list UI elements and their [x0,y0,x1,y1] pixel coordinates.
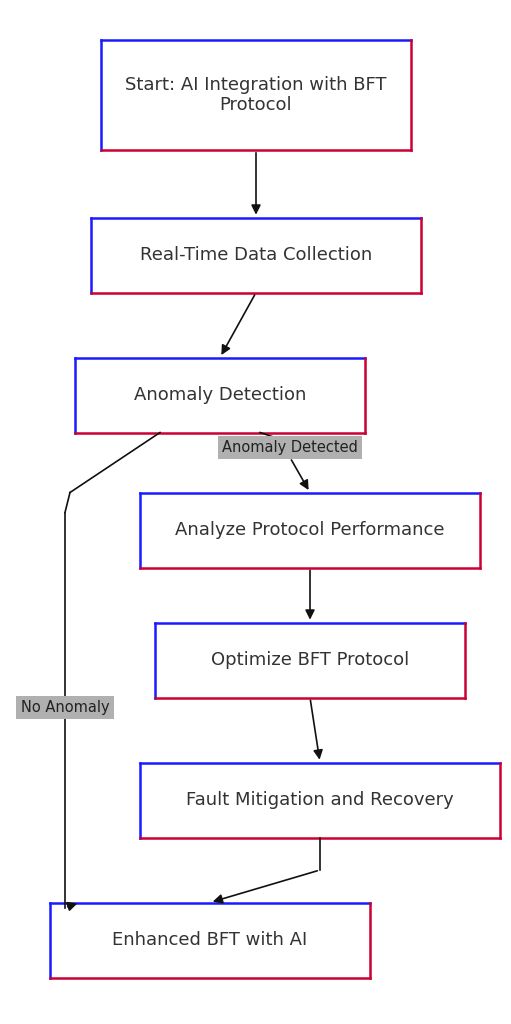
Text: Enhanced BFT with AI: Enhanced BFT with AI [112,931,308,949]
Bar [140,763,500,838]
Text: Analyze Protocol Performance: Analyze Protocol Performance [175,521,445,539]
Bar [91,217,421,293]
Text: Anomaly Detected: Anomaly Detected [222,440,358,455]
Text: Anomaly Detection: Anomaly Detection [134,386,306,404]
Text: Start: AI Integration with BFT
Protocol: Start: AI Integration with BFT Protocol [125,76,387,115]
Text: Fault Mitigation and Recovery: Fault Mitigation and Recovery [186,791,454,809]
Bar [155,623,465,697]
Text: Real-Time Data Collection: Real-Time Data Collection [140,246,372,264]
Bar [50,902,370,978]
Text: No Anomaly: No Anomaly [20,700,109,715]
Bar [101,40,411,150]
Bar [75,357,365,432]
Text: Optimize BFT Protocol: Optimize BFT Protocol [211,651,409,669]
Bar [140,493,480,567]
